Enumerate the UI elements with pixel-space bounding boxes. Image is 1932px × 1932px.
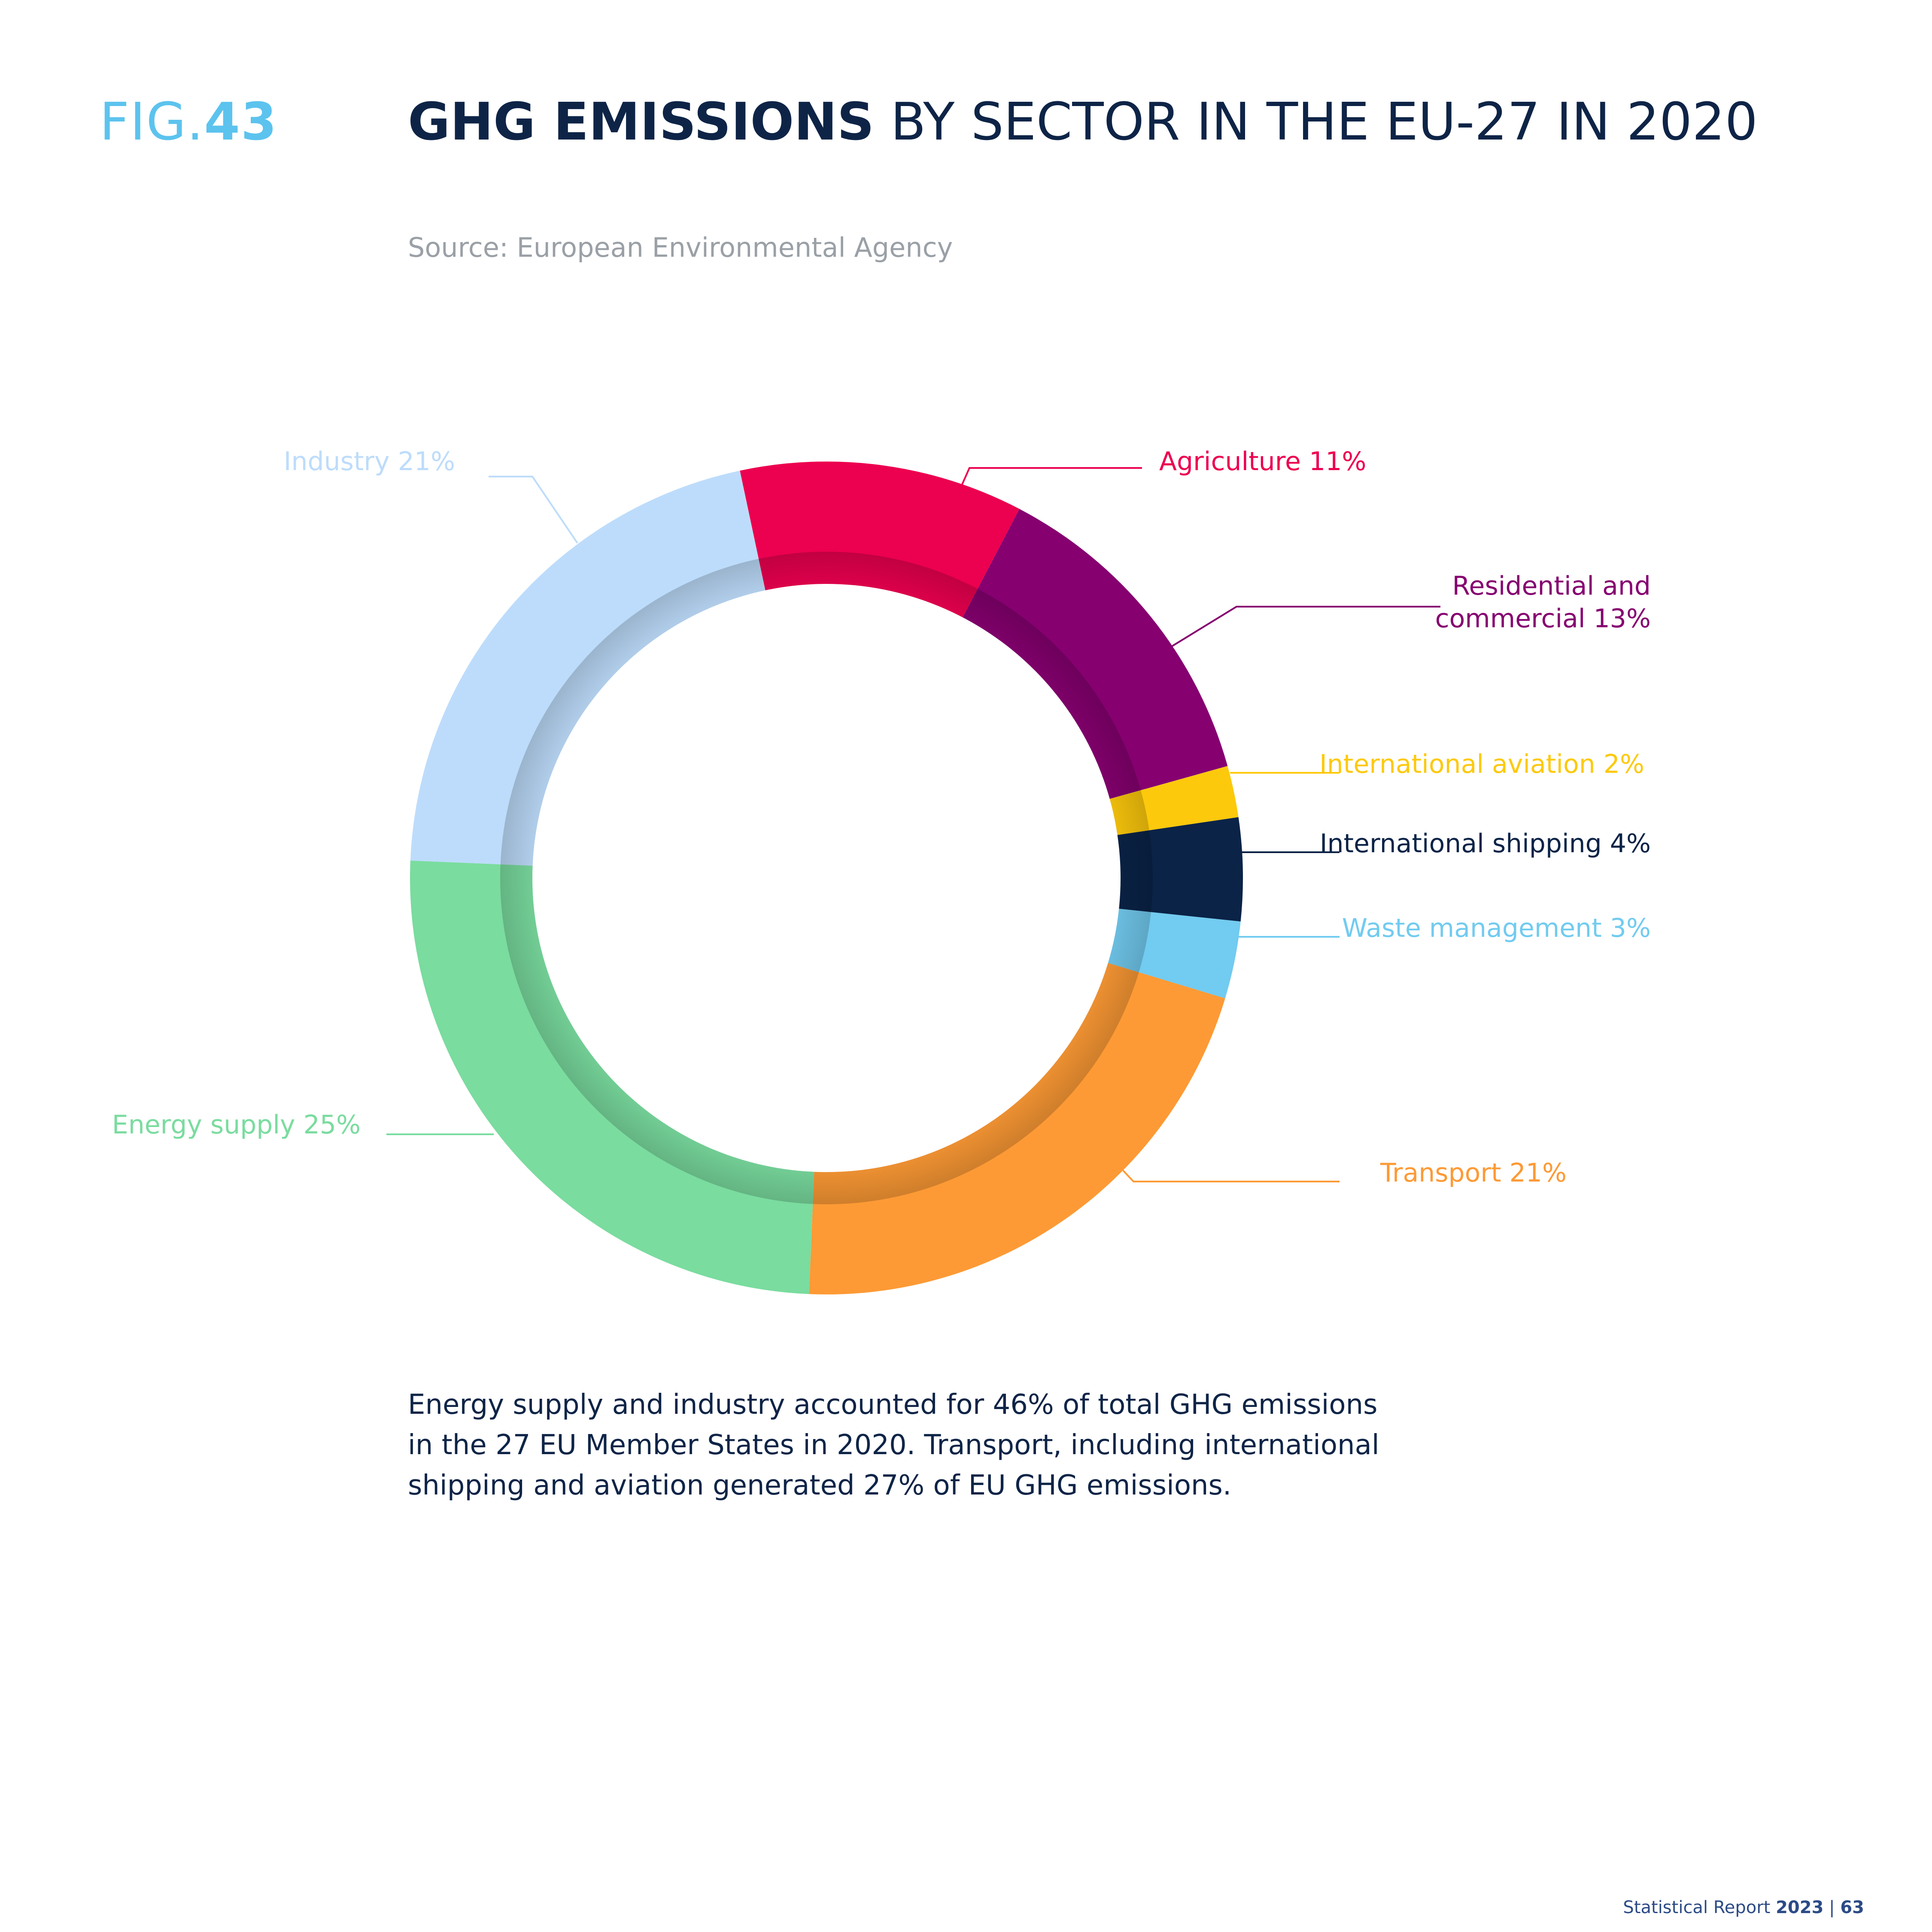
- label-international-aviation: International aviation 2%: [1319, 749, 1644, 779]
- source-note: Source: European Environmental Agency: [408, 232, 953, 263]
- chart-title: GHG EMISSIONS BY SECTOR IN THE EU-27 IN …: [408, 92, 1758, 152]
- label-waste-management: Waste management 3%: [1342, 913, 1651, 943]
- donut-hole: [532, 584, 1121, 1172]
- leader-line-transport: [1120, 1167, 1340, 1182]
- footer-report-label: Statistical Report: [1623, 1898, 1776, 1917]
- leader-line-industry: [489, 476, 578, 544]
- footer-separator: |: [1823, 1898, 1841, 1917]
- leader-lines: [386, 467, 1440, 1182]
- slice-labels: Agriculture 11% Residential and commercial…: [112, 447, 1651, 1188]
- figure-number: FIG.43: [100, 92, 278, 152]
- caption-text: Energy supply and industry accounted for…: [408, 1389, 1379, 1501]
- label-transport: Transport 21%: [1380, 1158, 1567, 1188]
- chart-title-bold: GHG EMISSIONS: [408, 92, 875, 152]
- label-international-shipping: International shipping 4%: [1320, 829, 1651, 859]
- footer-year: 2023: [1776, 1898, 1824, 1917]
- donut-chart: Agriculture 11% Residential and commercial…: [112, 447, 1651, 1295]
- label-industry: Industry 21%: [284, 447, 455, 477]
- chart-title-rest: BY SECTOR IN THE EU-27 IN 2020: [874, 92, 1758, 152]
- leader-line-agriculture: [960, 467, 1142, 488]
- label-agriculture: Agriculture 11%: [1159, 447, 1366, 477]
- figure-number-value: 43: [204, 92, 278, 152]
- leader-line-residential-and-commercial: [1171, 606, 1440, 647]
- label-residential-and-commercial: Residential and commercial 13%: [1435, 571, 1651, 634]
- page-footer: Statistical Report 2023 | 63: [1623, 1898, 1864, 1917]
- footer-page-number: 63: [1840, 1898, 1864, 1917]
- label-energy-supply: Energy supply 25%: [112, 1110, 361, 1140]
- figure-prefix: FIG.: [100, 92, 204, 152]
